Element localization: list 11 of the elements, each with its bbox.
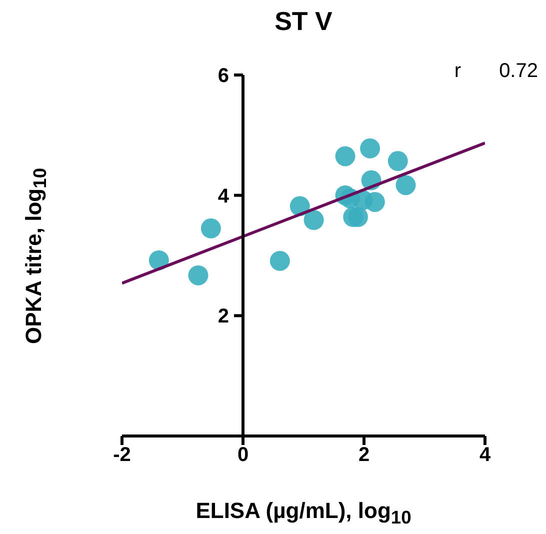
- x-tick-label: -2: [113, 444, 131, 466]
- y-tick-label: 6: [218, 65, 229, 87]
- chart-title: ST V: [274, 6, 334, 37]
- y-tick-label: 2: [218, 306, 229, 328]
- annotation: r: [454, 60, 462, 83]
- x-tick-label: 4: [479, 444, 492, 466]
- text: 0.72: [499, 60, 538, 83]
- x-tick-label: 0: [237, 444, 249, 466]
- x-axis-title: ELISA (µg/mL), log$_{10}$: [194, 498, 412, 528]
- y-tick-label: 4: [218, 185, 230, 208]
- x-tick-label: 2: [358, 444, 370, 466]
